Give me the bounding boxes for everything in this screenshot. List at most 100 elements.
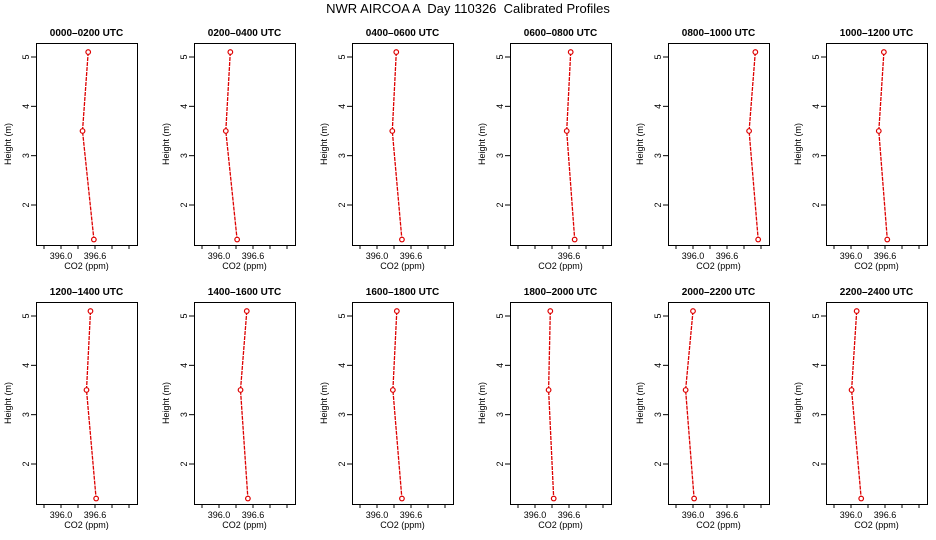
panel-title: 0400–0600 UTC xyxy=(366,28,439,39)
profile-point xyxy=(563,128,570,134)
main-title: NWR AIRCOA A Day 110326 Calibrated Profi… xyxy=(326,1,610,16)
profile-point xyxy=(93,495,100,502)
panel-title: 1600–1800 UTC xyxy=(366,287,439,298)
y-tick-label: 2 xyxy=(179,461,189,466)
x-axis-label: CO2 (ppm) xyxy=(696,261,741,271)
x-tick-label: 396.0 xyxy=(682,510,705,520)
plot-frame xyxy=(352,302,454,505)
x-tick-label: 396.6 xyxy=(84,251,107,261)
profile-point xyxy=(755,236,762,243)
y-tick-label: 5 xyxy=(21,313,31,318)
y-tick-label: 2 xyxy=(653,461,663,466)
profile-point xyxy=(393,308,400,314)
panel-title: 0600–0800 UTC xyxy=(524,28,597,39)
x-tick-label: 396.6 xyxy=(716,510,739,520)
profile-point xyxy=(875,128,882,134)
panel-title: 0000–0200 UTC xyxy=(50,28,123,39)
x-tick-label: 396.6 xyxy=(874,510,897,520)
y-tick-label: 5 xyxy=(179,313,189,318)
y-tick-label: 2 xyxy=(21,461,31,466)
y-tick-label: 3 xyxy=(337,153,347,158)
y-axis-label: Height (m) xyxy=(319,382,329,424)
x-tick-label: 396.6 xyxy=(242,510,265,520)
x-tick-label: 396.0 xyxy=(840,251,863,261)
y-axis-label: Height (m) xyxy=(793,382,803,424)
y-tick-label: 3 xyxy=(495,153,505,158)
plot-frame xyxy=(36,43,138,246)
profile-point xyxy=(848,387,855,393)
x-tick-label: 396.0 xyxy=(50,251,73,261)
y-tick-label: 2 xyxy=(495,202,505,207)
y-tick-label: 4 xyxy=(653,104,663,109)
y-tick-label: 2 xyxy=(337,202,347,207)
y-tick-label: 5 xyxy=(811,54,821,59)
profile-point xyxy=(90,236,97,243)
x-axis-label: CO2 (ppm) xyxy=(854,520,899,530)
y-tick-label: 4 xyxy=(21,104,31,109)
y-tick-label: 4 xyxy=(337,104,347,109)
x-tick-label: 396.0 xyxy=(50,510,73,520)
profile-line xyxy=(850,311,862,499)
profile-point xyxy=(550,495,557,502)
plot-frame xyxy=(194,302,296,505)
profile-line xyxy=(748,52,759,240)
y-axis-label: Height (m) xyxy=(319,123,329,165)
y-tick-label: 2 xyxy=(811,461,821,466)
x-tick-label: 396.0 xyxy=(840,510,863,520)
profile-point xyxy=(87,308,94,314)
x-axis-label: CO2 (ppm) xyxy=(222,261,267,271)
x-tick-label: 396.6 xyxy=(400,251,423,261)
x-axis-label: CO2 (ppm) xyxy=(380,261,425,271)
profile-line xyxy=(878,52,888,240)
profile-line xyxy=(547,311,555,499)
profile-point xyxy=(83,387,90,393)
x-axis-label: CO2 (ppm) xyxy=(380,520,425,530)
x-tick-label: 396.6 xyxy=(716,251,739,261)
profile-point xyxy=(243,308,250,314)
y-axis-label: Height (m) xyxy=(161,123,171,165)
x-tick-label: 396.0 xyxy=(366,510,389,520)
profile-line xyxy=(225,52,238,240)
y-tick-label: 4 xyxy=(179,104,189,109)
y-tick-label: 5 xyxy=(811,313,821,318)
profile-point xyxy=(746,128,752,134)
x-tick-label: 396.6 xyxy=(874,251,897,261)
panel-title: 1200–1400 UTC xyxy=(50,287,123,298)
profile-line xyxy=(239,311,249,499)
y-tick-label: 3 xyxy=(811,412,821,417)
y-tick-label: 3 xyxy=(179,412,189,417)
y-axis-label: Height (m) xyxy=(635,382,645,424)
y-tick-label: 3 xyxy=(21,412,31,417)
profile-point xyxy=(399,236,405,243)
panel-title: 0200–0400 UTC xyxy=(208,28,281,39)
y-tick-label: 5 xyxy=(21,54,31,59)
y-tick-label: 4 xyxy=(179,363,189,368)
y-tick-label: 3 xyxy=(653,412,663,417)
x-tick-label: 396.0 xyxy=(208,510,231,520)
profile-point xyxy=(682,387,689,393)
y-axis-label: Height (m) xyxy=(477,382,487,424)
y-tick-label: 4 xyxy=(811,363,821,368)
y-tick-label: 4 xyxy=(495,104,505,109)
profile-point xyxy=(567,49,574,55)
y-tick-label: 3 xyxy=(495,412,505,417)
profile-point xyxy=(545,387,552,393)
y-axis-label: Height (m) xyxy=(793,123,803,165)
plot-frame xyxy=(668,302,770,505)
y-axis-label: Height (m) xyxy=(3,382,13,424)
profile-point xyxy=(547,308,554,314)
profile-point xyxy=(752,49,759,55)
y-tick-label: 4 xyxy=(495,363,505,368)
y-tick-label: 2 xyxy=(179,202,189,207)
panel-title: 1800–2000 UTC xyxy=(524,287,597,298)
y-tick-label: 2 xyxy=(653,202,663,207)
x-axis-label: CO2 (ppm) xyxy=(538,520,583,530)
profile-point xyxy=(571,236,578,243)
